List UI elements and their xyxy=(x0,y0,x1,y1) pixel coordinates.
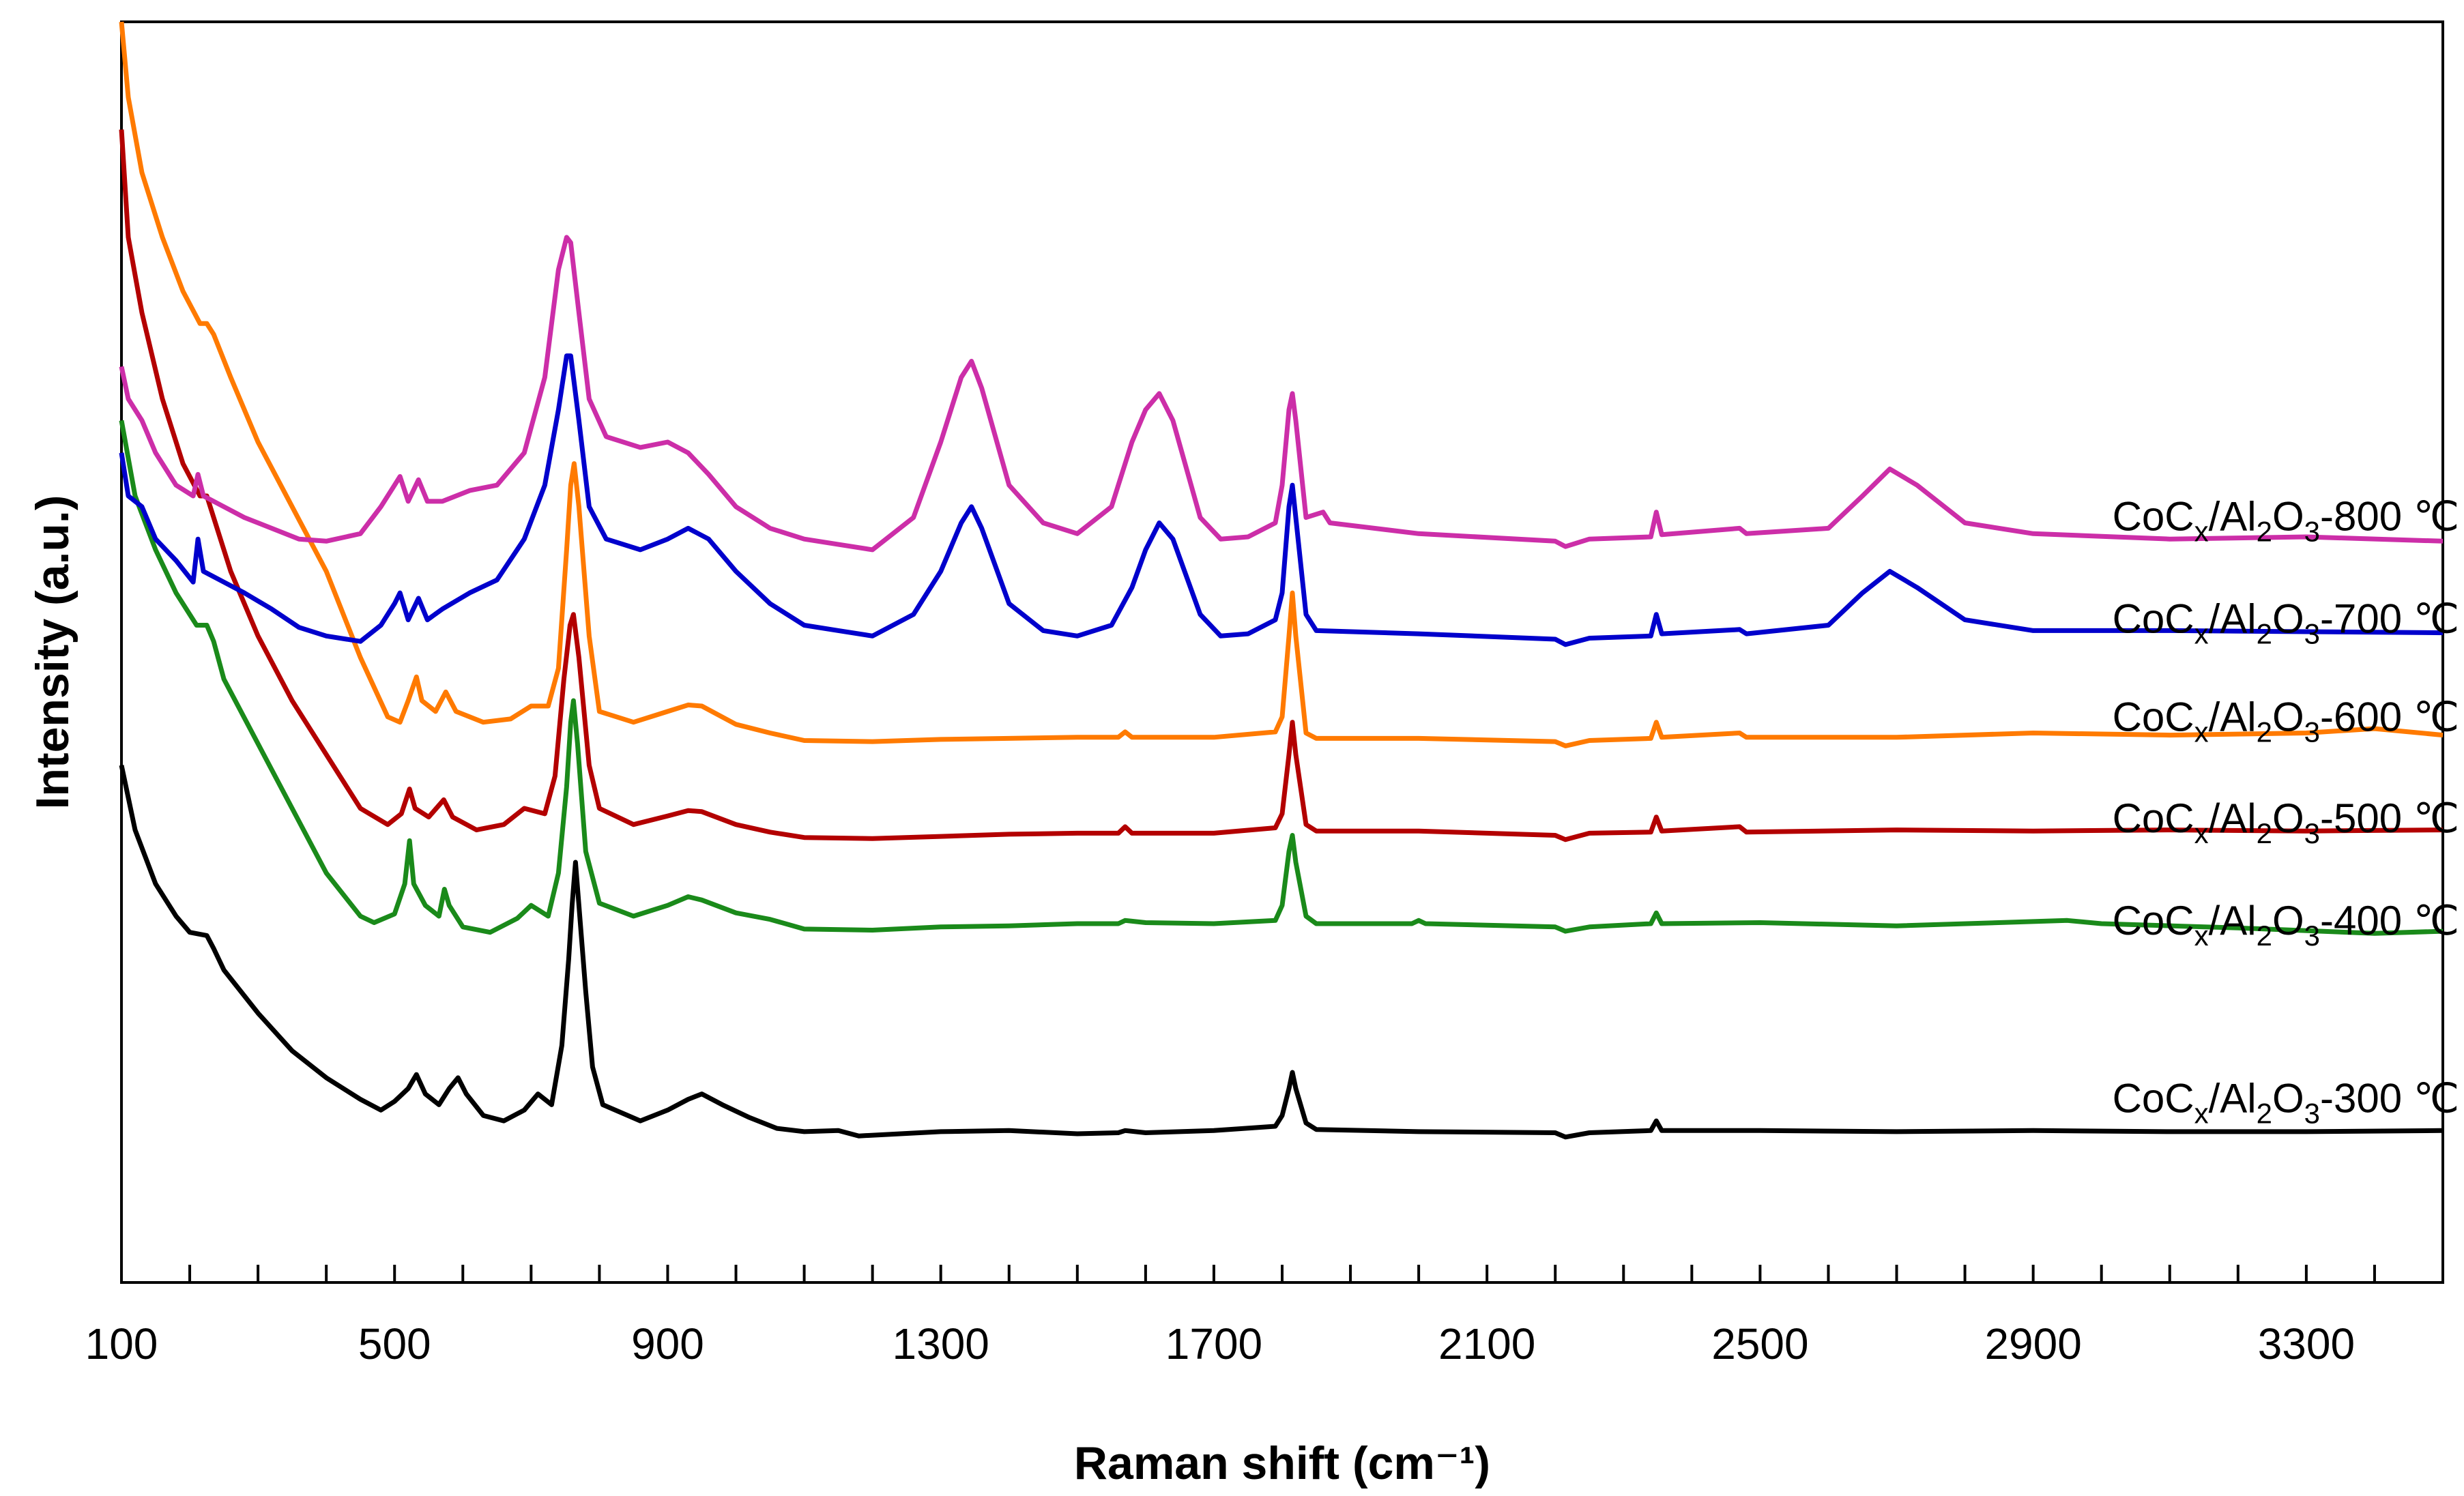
y-axis-title: Intensity (a.u.) xyxy=(27,495,78,810)
x-tick-label: 1300 xyxy=(893,1319,989,1368)
x-axis-tick-labels: 100 500 900 1300 1700 2100 2500 2900 3300 xyxy=(85,1319,2355,1368)
series-line-0 xyxy=(119,765,2444,1140)
series-label-3: CoCx/Al2O3-600 ℃ xyxy=(2113,694,2460,748)
series-line-3 xyxy=(119,21,2444,748)
series-label-2: CoCx/Al2O3-500 ℃ xyxy=(2113,795,2460,849)
plot-frame xyxy=(120,20,2444,1284)
series-labels: CoCx/Al2O3-300 ℃ CoCx/Al2O3-400 ℃ CoCx/Al2… xyxy=(2113,494,2460,1130)
series-label-4: CoCx/Al2O3-700 ℃ xyxy=(2113,596,2460,650)
series-line-1 xyxy=(119,420,2444,936)
x-tick-label: 3300 xyxy=(2258,1319,2355,1368)
x-axis-title: Raman shift (cm⁻¹) xyxy=(1074,1437,1490,1489)
x-tick-label: 2100 xyxy=(1438,1319,1535,1368)
x-tick-label: 500 xyxy=(358,1319,431,1368)
x-tick-label: 1700 xyxy=(1165,1319,1262,1368)
series-line-4 xyxy=(119,353,2444,647)
x-axis-ticks xyxy=(120,1265,2444,1282)
x-tick-label: 2500 xyxy=(1711,1319,1808,1368)
x-tick-label: 900 xyxy=(631,1319,704,1368)
series-label-5: CoCx/Al2O3-800 ℃ xyxy=(2113,494,2460,548)
series-line-2 xyxy=(119,129,2444,842)
x-tick-label: 100 xyxy=(85,1319,158,1368)
series-lines xyxy=(119,21,2444,1140)
series-line-5 xyxy=(119,235,2444,553)
series-label-0: CoCx/Al2O3-300 ℃ xyxy=(2113,1075,2460,1129)
x-tick-label: 2900 xyxy=(1984,1319,2081,1368)
series-label-1: CoCx/Al2O3-400 ℃ xyxy=(2113,898,2460,952)
